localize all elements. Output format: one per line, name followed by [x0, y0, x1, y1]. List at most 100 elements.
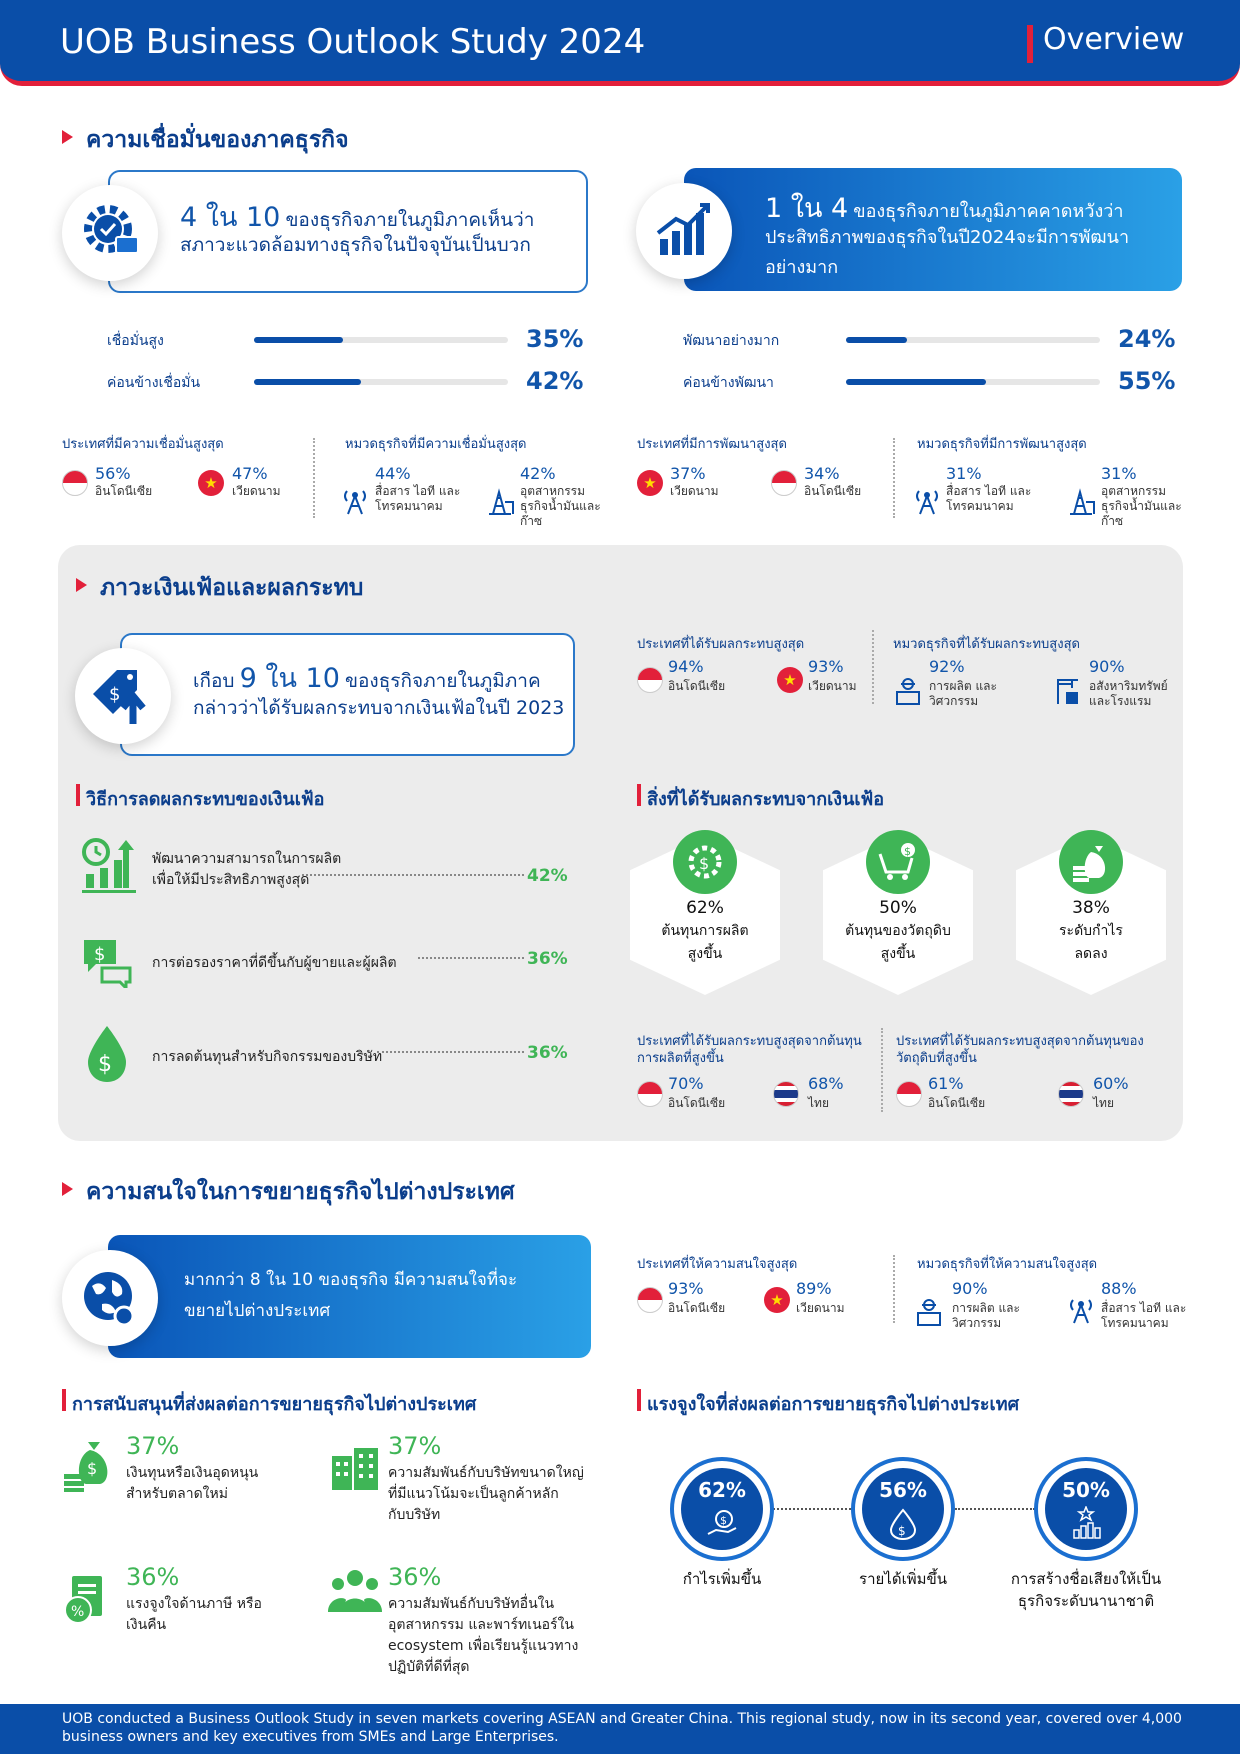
stat-pct: 47% — [232, 464, 268, 483]
stat-group-title: การผลิตที่สูงขึ้น — [637, 1051, 724, 1066]
stat-label: อสังหาริมทรัพย์ — [1089, 679, 1168, 693]
mitigation-pct: 36% — [527, 949, 568, 969]
antenna-icon — [344, 490, 366, 515]
svg-text:$: $ — [720, 1514, 727, 1527]
motivation-text: กำไรเพิ่มขึ้น — [682, 1570, 762, 1588]
progress-fill — [254, 337, 343, 343]
support-text: แรงจูงใจด้านภาษี หรือ — [126, 1596, 262, 1612]
bar-value: 55% — [1118, 367, 1176, 395]
stat-pct: 61% — [928, 1074, 964, 1093]
chat-dollar-icon: $ — [84, 940, 132, 988]
stat-pct: 90% — [1089, 657, 1125, 676]
support-text: ปฏิบัติที่ดีที่สุด — [388, 1659, 470, 1675]
stat-label: อินโดนีเซีย — [668, 679, 726, 693]
stat-label: ไทย — [1093, 1096, 1114, 1110]
confidence-card-text: 4 ใน 10 ของธุรกิจภายในภูมิภาคเห็นว่า — [180, 195, 534, 238]
page-title: UOB Business Outlook Study 2024 — [60, 22, 646, 62]
stat-pct: 34% — [804, 464, 840, 483]
divider — [313, 438, 315, 518]
stat-label: อินโดนีเซีย — [668, 1301, 726, 1315]
stat-pct: 93% — [808, 657, 844, 676]
gear-check-icon — [84, 205, 139, 254]
stat-group-title: วัตถุดิบที่สูงขึ้น — [896, 1051, 977, 1066]
divider — [893, 438, 895, 518]
vietnam-flag-icon: ★ — [777, 667, 803, 693]
indonesia-flag-icon — [62, 470, 88, 496]
performance-card — [684, 168, 1182, 291]
stat-label: อุตสาหกรรม — [520, 484, 586, 498]
progress-fill — [846, 337, 907, 343]
motivation-pct: 56% — [879, 1478, 927, 1502]
stat-number: 4 ใน 10 — [180, 202, 281, 233]
gear-check-icon-circle — [62, 185, 158, 281]
leader-dots — [418, 957, 524, 959]
support-text: ความสัมพันธ์กับบริษัทขนาดใหญ่ — [388, 1465, 584, 1481]
office-buildings-icon — [332, 1448, 378, 1490]
support-text: อุตสาหกรรม และพาร์ทเนอร์ใน — [388, 1617, 574, 1633]
stat-pct: 89% — [796, 1279, 832, 1298]
mitigation-title: วิธีการลดผลกระทบของเงินเฟ้อ — [86, 789, 325, 810]
svg-text:$: $ — [904, 845, 911, 858]
vietnam-flag-icon: ★ — [637, 470, 663, 496]
support-text: เงินคืน — [126, 1617, 167, 1633]
oil-rig-icon — [1070, 488, 1095, 515]
stat-label: วิศวกรรม — [952, 1316, 1002, 1330]
indonesia-flag-icon — [637, 1287, 663, 1313]
divider — [881, 1028, 883, 1112]
svg-text:$: $ — [109, 684, 120, 705]
stat-pre: เกือบ — [193, 670, 235, 692]
motivation-text: การสร้างชื่อเสียงให้เป็น — [1010, 1570, 1162, 1588]
stat-line2: สภาวะแวดล้อมทางธุรกิจในปัจจุบันเป็นบวก — [180, 234, 531, 256]
stat-group-title: ประเทศที่ได้รับผลกระทบสูงสุด — [637, 637, 805, 652]
stat-label: เวียดนาม — [232, 484, 281, 498]
mitigation-text: เพื่อให้มีประสิทธิภาพสูงสุด — [152, 872, 310, 888]
motivation-text: รายได้เพิ่มขึ้น — [859, 1570, 947, 1588]
money-bag-coins-icon: $ — [64, 1442, 108, 1492]
stat-number: 1 ใน 4 — [765, 193, 849, 224]
indonesia-flag-icon — [637, 667, 663, 693]
bar-label: พัฒนาอย่างมาก — [683, 333, 780, 349]
stat-group-title: ประเทศที่มีการพัฒนาสูงสุด — [637, 437, 787, 452]
expansion-card-line2: ขยายไปต่างประเทศ — [184, 1301, 331, 1321]
stat-pct: 90% — [952, 1279, 988, 1298]
stat-label: เวียดนาม — [808, 679, 857, 693]
inflation-card — [120, 633, 575, 756]
impact-pct: 38% — [1072, 898, 1110, 918]
stat-pct: 60% — [1093, 1074, 1129, 1093]
support-pct: 36% — [126, 1563, 180, 1591]
motivation-text: ธุรกิจระดับนานาชาติ — [1017, 1592, 1155, 1610]
support-title: การสนับสนุนที่ส่งผลต่อการขยายธุรกิจไปต่า… — [72, 1394, 477, 1415]
progress-track — [254, 379, 508, 385]
building-crane-icon — [1057, 679, 1078, 704]
inflation-title: ภาวะเงินเฟ้อและผลกระทบ — [100, 575, 364, 601]
leader-dots — [377, 1051, 524, 1053]
vietnam-flag-icon: ★ — [198, 470, 224, 496]
section-marker — [62, 1182, 73, 1196]
stat-label: อินโดนีเซีย — [95, 484, 153, 498]
stat-label: โทรคมนาคม — [375, 499, 443, 513]
stat-group-title: ประเทศที่มีความเชื่อมั่นสูงสุด — [62, 437, 224, 452]
stat-pct: 44% — [375, 464, 411, 483]
svg-text:$: $ — [94, 944, 105, 965]
impact-text: สูงขึ้น — [687, 946, 723, 962]
thailand-flag-icon — [773, 1081, 799, 1107]
motivation-title: แรงจูงใจที่ส่งผลต่อการขยายธุรกิจไปต่างปร… — [647, 1394, 1019, 1415]
mitigation-text: พัฒนาความสามารถในการผลิต — [152, 851, 342, 867]
svg-text:$: $ — [699, 854, 709, 873]
stat-label: สื่อสาร ไอที และ — [375, 484, 461, 498]
stat-line2: ประสิทธิภาพของธุรกิจในปี2024จะมีการพัฒนา — [765, 227, 1130, 248]
stat-label: วิศวกรรม — [929, 694, 979, 708]
stat-pct: 92% — [929, 657, 965, 676]
stat-label: สื่อสาร ไอที และ — [1101, 1301, 1187, 1315]
footer-bar — [0, 1704, 1240, 1754]
impact-text: ลดลง — [1074, 946, 1108, 962]
motivation-circle-inner: 56% $ — [862, 1468, 944, 1550]
svg-text:$: $ — [87, 1459, 97, 1478]
stat-label: ไทย — [808, 1096, 829, 1110]
bar-label: เชื่อมั่นสูง — [107, 333, 164, 349]
connector-dots — [770, 1508, 854, 1510]
mitigation-text: การต่อรองราคาที่ดีขึ้นกับผู้ขายและผู้ผลิ… — [152, 955, 397, 971]
stat-group-title: หมวดธุรกิจที่ได้รับผลกระทบสูงสุด — [893, 637, 1080, 652]
support-text: ที่มีแนวโน้มจะเป็นลูกค้าหลัก — [388, 1486, 559, 1502]
